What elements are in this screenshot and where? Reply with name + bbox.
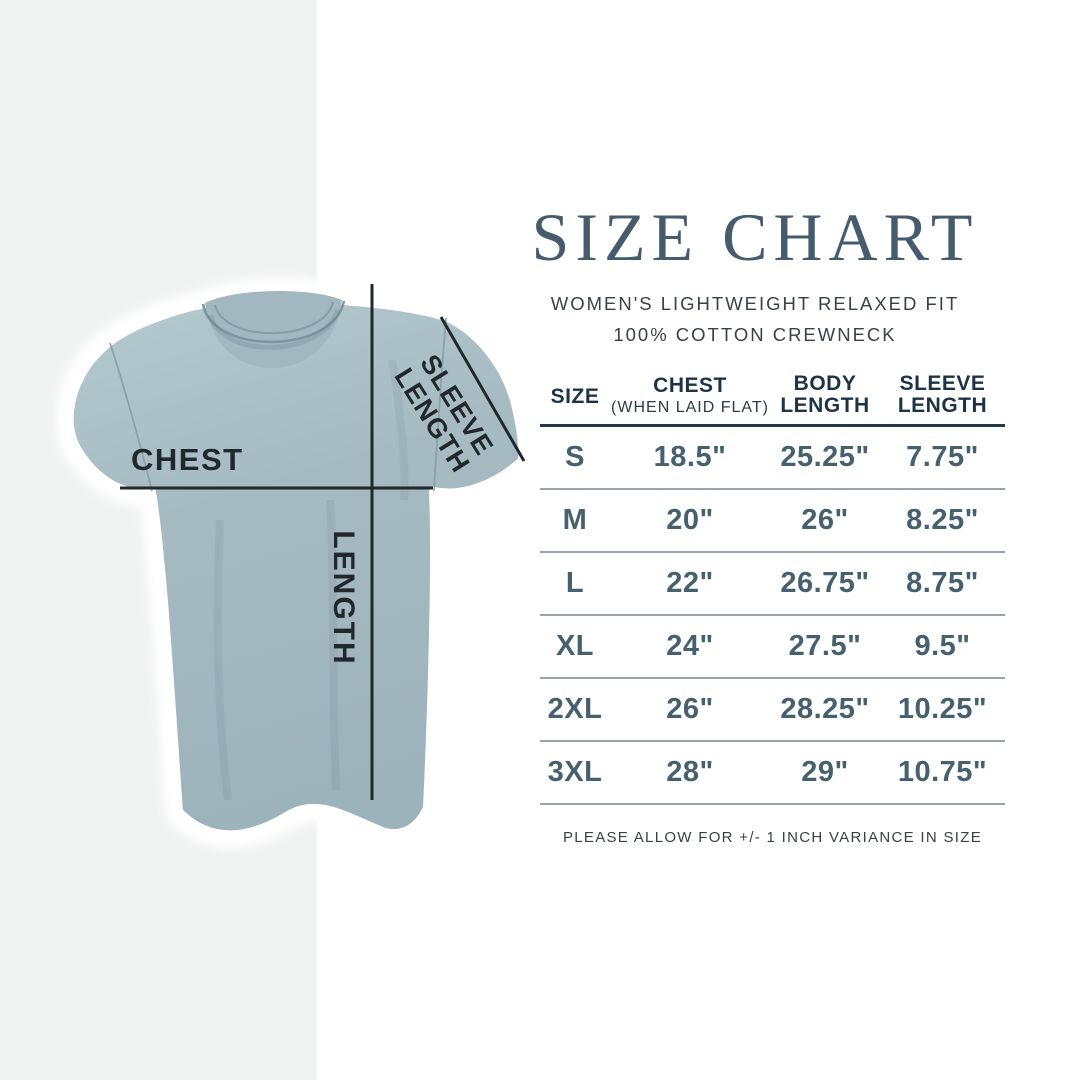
sleeve-length-cell: 8.75" (906, 567, 979, 599)
sleeve-length-cell: 10.75" (897, 756, 988, 788)
collar-opening (205, 290, 342, 368)
column-header-chest-subnote: (WHEN LAID FLAT) (611, 399, 769, 417)
sleeve-length-cell: 9.5" (914, 630, 971, 662)
body-length-cell: 28.25" (780, 693, 870, 725)
chest-cell: 26" (666, 693, 714, 725)
size-cell: M (562, 504, 588, 536)
left-sleeve-seam (109, 342, 153, 492)
body-length-cell: 27.5" (788, 630, 862, 662)
chest-cell: 20" (666, 504, 714, 536)
sleeve-length-cell: 10.25" (897, 693, 988, 725)
length-measurement-label: LENGTH (327, 530, 360, 666)
column-header-body-length: BODY LENGTH (780, 371, 870, 417)
size-cell: S (565, 441, 585, 473)
body-length-cell: 26.75" (780, 567, 870, 599)
column-header-sleeve-length: SLEEVE LENGTH (897, 371, 988, 417)
size-cell: 3XL (547, 756, 603, 788)
sleeve-length-cell: 8.25" (906, 504, 979, 536)
chest-measurement-label: CHEST (131, 442, 244, 477)
size-cell: L (565, 567, 585, 599)
chest-cell: 22" (666, 567, 714, 599)
page-title: SIZE CHART (531, 199, 979, 275)
collar-shadow (207, 309, 341, 350)
size-table: SIZE CHEST (WHEN LAID FLAT) BODY LENGTH … (540, 363, 1005, 805)
table-row-s: S 18.5" 25.25" 7.75" (540, 427, 1005, 490)
subtitle-line1: WOMEN'S LIGHTWEIGHT RELAXED FIT (550, 293, 960, 314)
variance-note: PLEASE ALLOW FOR +/- 1 INCH VARIANCE IN … (562, 829, 983, 846)
size-cell: XL (555, 630, 595, 662)
chest-cell: 28" (666, 756, 714, 788)
table-row-2xl: 2XL 26" 28.25" 10.25" (540, 679, 1005, 742)
collar-band-outer (201, 300, 346, 344)
size-cell: 2XL (547, 693, 603, 725)
chest-cell: 24" (666, 630, 714, 662)
sleeve-length-cell: 7.75" (906, 441, 979, 473)
chest-cell: 18.5" (653, 441, 727, 473)
column-header-size: SIZE (550, 384, 600, 408)
shirt-body (63, 286, 529, 841)
column-header-chest-label: CHEST (653, 374, 727, 398)
body-length-cell: 29" (801, 756, 849, 788)
table-row-m: M 20" 26" 8.25" (540, 490, 1005, 553)
size-table-header: SIZE CHEST (WHEN LAID FLAT) BODY LENGTH … (540, 363, 1005, 427)
body-length-cell: 25.25" (780, 441, 870, 473)
column-header-chest: CHEST (WHEN LAID FLAT) (610, 375, 770, 421)
table-row-l: L 22" 26.75" 8.75" (540, 553, 1005, 616)
body-length-cell: 26" (801, 504, 849, 536)
subtitle-line2: 100% COTTON CREWNECK (613, 324, 897, 345)
right-sleeve-seam (433, 317, 447, 492)
sleeve-measurement-line (439, 316, 526, 462)
table-row-xl: XL 24" 27.5" 9.5" (540, 616, 1005, 679)
collar-band-inner (214, 301, 334, 335)
table-row-3xl: 3XL 28" 29" 10.75" (540, 742, 1005, 805)
